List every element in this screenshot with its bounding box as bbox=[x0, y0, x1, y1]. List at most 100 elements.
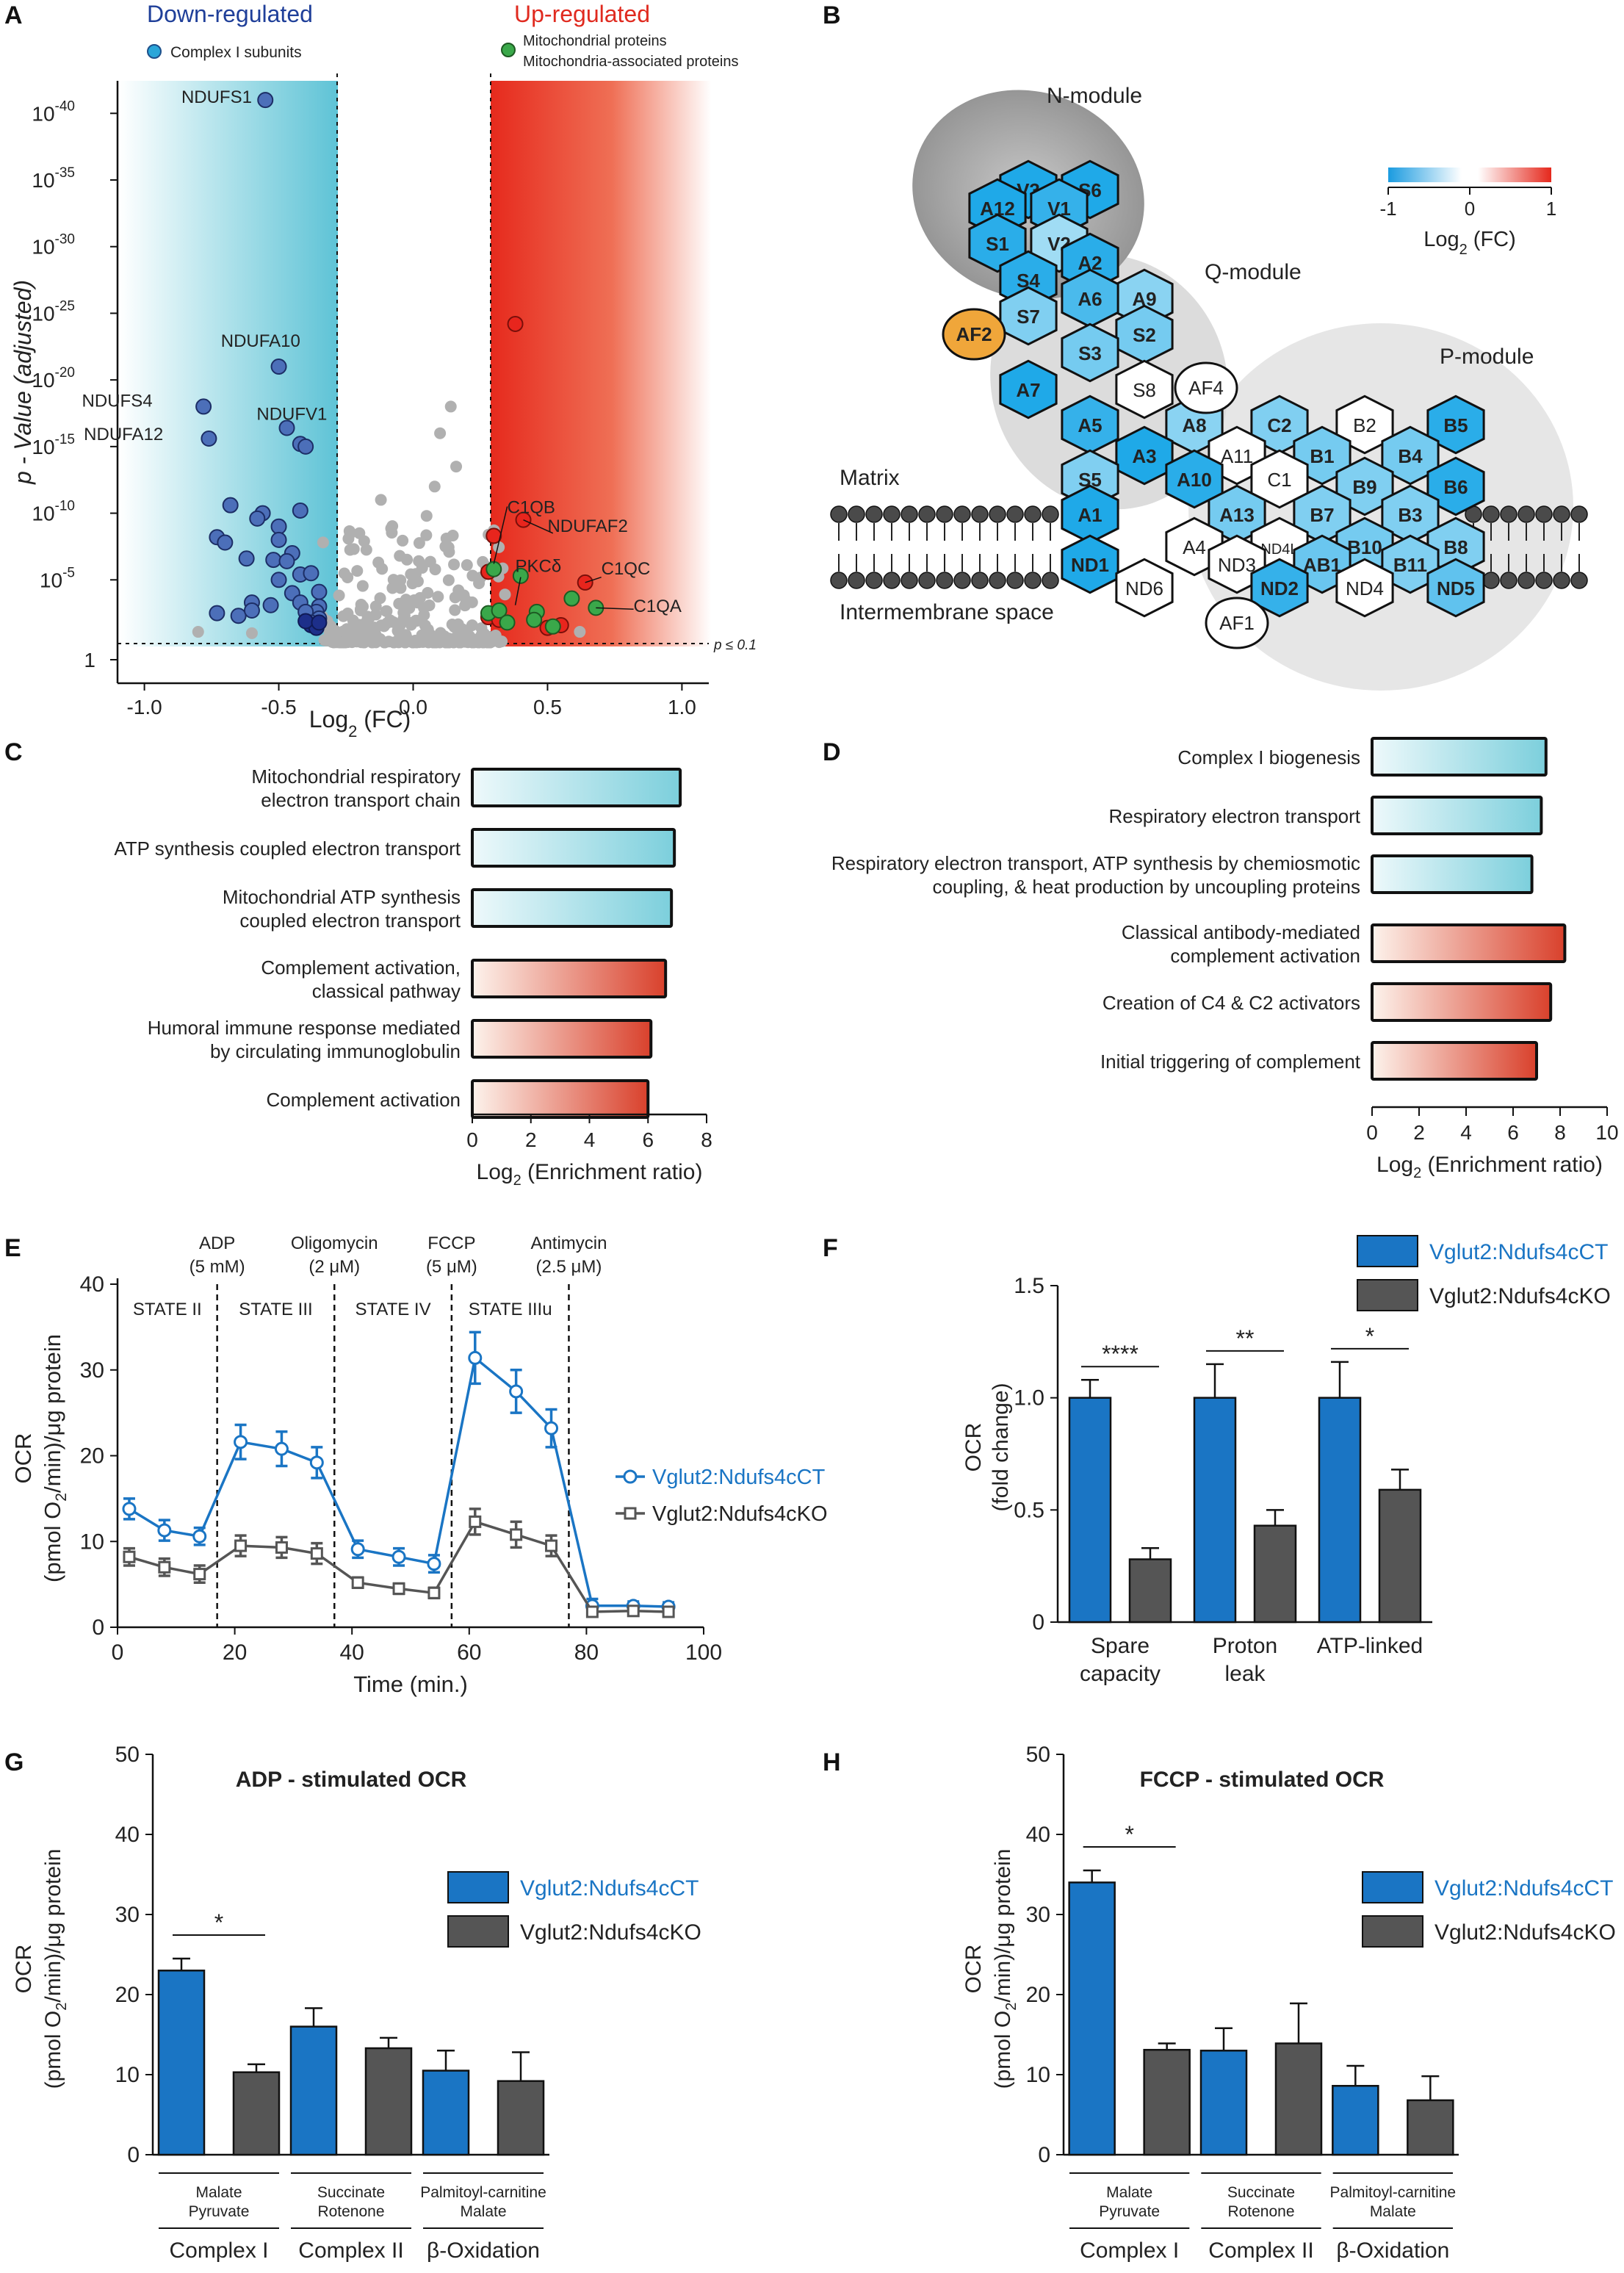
lipid-head bbox=[1535, 572, 1553, 589]
x-tick-label: 8 bbox=[701, 1128, 712, 1151]
bar-ko bbox=[1274, 2042, 1323, 2156]
lipid-head bbox=[1553, 572, 1570, 589]
data-point bbox=[662, 1605, 675, 1618]
data-point bbox=[351, 1576, 364, 1589]
lipid-head bbox=[989, 505, 1006, 523]
lipid-head bbox=[1024, 505, 1042, 523]
subunit-label: ND3 bbox=[1218, 554, 1256, 576]
annotation-leader bbox=[596, 607, 634, 610]
category-label: Proton bbox=[1213, 1634, 1277, 1658]
substrate-label: Pyruvate bbox=[189, 2203, 250, 2220]
lipid-head bbox=[1042, 572, 1059, 589]
hexagon-shape bbox=[968, 213, 1027, 273]
significance-label: ** bbox=[1236, 1325, 1255, 1352]
x-tick-label: -1.0 bbox=[126, 696, 162, 718]
category-label: Spare bbox=[1091, 1634, 1150, 1658]
category-label: capacity bbox=[1080, 1662, 1161, 1686]
data-point bbox=[469, 1515, 482, 1528]
subunit-nd6: ND6 bbox=[1115, 558, 1174, 618]
non-significant-point bbox=[493, 541, 505, 553]
annotation-ndufs1: NDUFS1 bbox=[181, 87, 252, 107]
x-tick-label: 40 bbox=[340, 1640, 364, 1665]
subunit-label: S2 bbox=[1133, 324, 1156, 346]
intermembrane-label: Intermembrane space bbox=[840, 600, 1054, 624]
bar-ct bbox=[1318, 1397, 1362, 1624]
x-tick-labels: -1.0 -0.5 0.0 0.5 1.0 bbox=[126, 683, 696, 718]
lipid-head bbox=[1006, 505, 1024, 523]
data-point bbox=[309, 1455, 324, 1470]
significant-points bbox=[195, 92, 605, 636]
subunit-label: S7 bbox=[1017, 306, 1040, 328]
panel-g-adp-ocr: G 0 10 20 30 40 50 OCR(pmol O2/min)/μg protein… bbox=[4, 1743, 701, 2263]
category-label: coupling, & heat production by uncouplin… bbox=[932, 876, 1360, 898]
lipid-head bbox=[848, 505, 865, 523]
legend-swatch-ko bbox=[1362, 1915, 1423, 1948]
non-significant-point bbox=[451, 635, 463, 647]
lipid-head bbox=[1500, 572, 1517, 589]
upregulated-point bbox=[486, 527, 502, 544]
enrichment-bar bbox=[471, 768, 682, 807]
non-significant-point bbox=[449, 604, 461, 616]
non-significant-point bbox=[444, 400, 457, 413]
non-significant-point bbox=[414, 591, 426, 604]
group-label: β-Oxidation bbox=[1336, 2238, 1449, 2263]
hexagon-shape bbox=[1115, 359, 1174, 419]
non-significant-point bbox=[409, 568, 422, 580]
y-tick-label: 10-40 bbox=[32, 98, 75, 125]
data-point bbox=[274, 1441, 289, 1456]
non-significant-point bbox=[351, 565, 364, 577]
legend-label-ct: Vglut2:Ndufs4cCT bbox=[520, 1876, 699, 1901]
panel-label-b: B bbox=[823, 1, 841, 29]
non-significant-point bbox=[439, 540, 452, 552]
data-point bbox=[310, 1547, 323, 1560]
category-label: Mitochondrial ATP synthesis bbox=[223, 886, 461, 908]
complex-i-point bbox=[311, 614, 328, 631]
factor-label: AF1 bbox=[1219, 612, 1255, 634]
y-tick-label: 30 bbox=[1026, 1903, 1050, 1927]
data-point bbox=[509, 1384, 524, 1399]
subunit-label: A4 bbox=[1183, 536, 1206, 558]
panel-h-fccp-ocr: H 0 10 20 30 40 50 OCR(pmol O2/min)/μg protein… bbox=[823, 1743, 1616, 2263]
y-tick-label: 10-25 bbox=[32, 298, 75, 325]
lipid-head bbox=[1535, 505, 1553, 523]
subunit-label: B9 bbox=[1352, 476, 1376, 498]
factor-label: AF4 bbox=[1188, 377, 1224, 399]
category-label: Complex I biogenesis bbox=[1177, 746, 1360, 768]
lipid-head bbox=[1517, 572, 1535, 589]
lipid-head bbox=[936, 572, 953, 589]
annotation-leader bbox=[585, 576, 602, 583]
hexagon-shape bbox=[999, 359, 1058, 419]
non-significant-point bbox=[342, 608, 354, 620]
data-point bbox=[157, 1523, 172, 1538]
legend-marker-mito bbox=[501, 43, 516, 57]
fccp-stimulated-bars: 0 10 20 30 40 50 OCR(pmol O2/min)/μg protein * M… bbox=[961, 1743, 1616, 2263]
p-module-label: P-module bbox=[1440, 345, 1534, 369]
lipid-head bbox=[971, 572, 989, 589]
y-axis-label-unit: (fold change) bbox=[989, 1383, 1013, 1511]
panel-label-h: H bbox=[823, 1748, 841, 1776]
x-axis-label: Time (min.) bbox=[353, 1671, 468, 1697]
annotation-ndufa12: NDUFA12 bbox=[84, 425, 163, 444]
hexagon-shape bbox=[1061, 534, 1119, 594]
y-tick-label: 10-10 bbox=[32, 499, 75, 525]
subunit-label: B3 bbox=[1398, 504, 1422, 526]
n-module-label: N-module bbox=[1047, 84, 1142, 108]
group-label: Complex II bbox=[1208, 2238, 1313, 2263]
complex-i-point bbox=[278, 552, 295, 569]
non-significant-points bbox=[192, 400, 586, 649]
significance-label: **** bbox=[1102, 1341, 1138, 1367]
lipid-head bbox=[901, 505, 918, 523]
data-point bbox=[585, 1605, 599, 1618]
data-point bbox=[123, 1550, 136, 1563]
lipid-head bbox=[865, 505, 883, 523]
p-threshold-label: p ≤ 0.1 bbox=[713, 638, 757, 653]
y-tick-label: 20 bbox=[115, 1983, 140, 2007]
complex-i-point bbox=[311, 583, 328, 600]
color-scale-mid: 0 bbox=[1465, 198, 1475, 220]
lipid-head bbox=[1482, 505, 1500, 523]
non-significant-point bbox=[333, 589, 345, 602]
group-label: Complex I bbox=[169, 2238, 268, 2263]
factor-af1: AF1 bbox=[1205, 597, 1269, 649]
complex-i-point bbox=[292, 502, 308, 519]
